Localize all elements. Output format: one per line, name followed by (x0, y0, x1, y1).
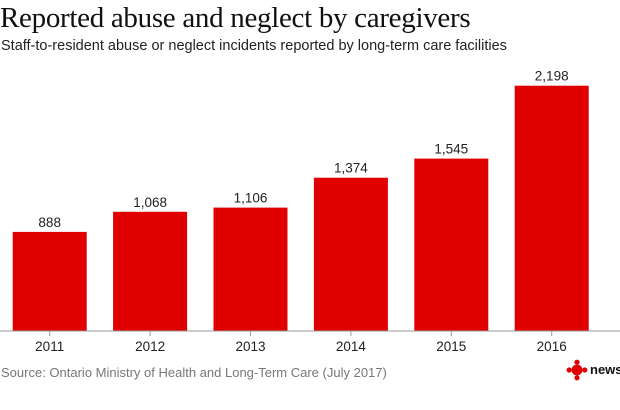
bar-2013 (213, 207, 288, 331)
x-tick-labels-group: 2011 2012 2013 2014 2015 2016 (35, 339, 567, 354)
value-label-2016: 2,198 (535, 69, 569, 84)
bar-2016 (514, 85, 589, 331)
x-ticks-group (49, 331, 553, 336)
cbc-news-logo: news (566, 359, 620, 383)
bar-2015 (414, 158, 489, 331)
value-label-2012: 1,068 (133, 195, 167, 210)
chart-subtitle: Staff-to-resident abuse or neglect incid… (1, 38, 507, 54)
bar-2012 (113, 211, 188, 331)
value-labels-group: 888 1,068 1,106 1,374 1,545 2,198 (38, 69, 568, 230)
bar-2014 (313, 177, 388, 331)
x-tick-label-2013: 2013 (235, 339, 265, 354)
chart-title: Reported abuse and neglect by caregivers (0, 2, 471, 34)
value-label-2015: 1,545 (434, 142, 468, 157)
logo-wordmark: news (590, 362, 620, 377)
value-label-2011: 888 (38, 215, 61, 230)
x-tick-label-2012: 2012 (135, 339, 165, 354)
cbc-gem-icon (566, 359, 588, 381)
x-tick-label-2014: 2014 (336, 339, 367, 354)
x-tick-label-2016: 2016 (537, 339, 567, 354)
bar-2011 (12, 231, 87, 331)
source-note: Source: Ontario Ministry of Health and L… (1, 365, 387, 380)
x-tick-label-2015: 2015 (436, 339, 466, 354)
value-label-2013: 1,106 (234, 191, 268, 206)
bars-group (12, 85, 589, 331)
value-label-2014: 1,374 (334, 161, 368, 176)
x-tick-label-2011: 2011 (35, 339, 64, 354)
